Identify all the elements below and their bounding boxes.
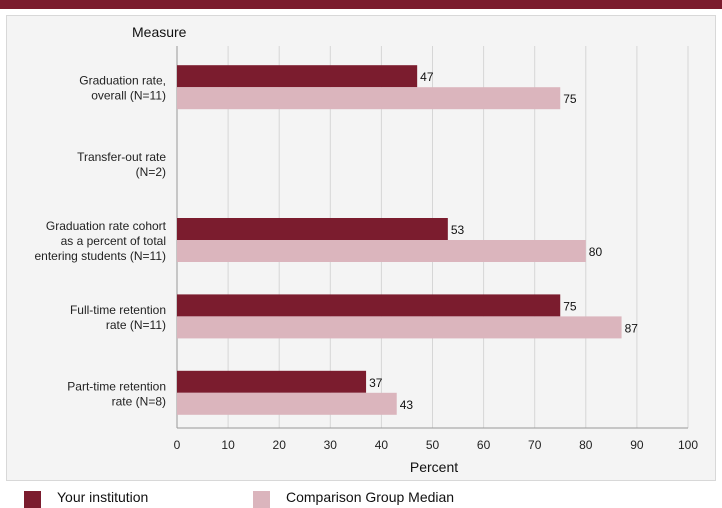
header-accent-bar [0, 0, 722, 9]
bar [177, 87, 561, 110]
category-label: Part-time retention rate (N=8) [67, 379, 166, 408]
legend-label-your-institution: Your institution [57, 489, 149, 505]
x-tick-label: 20 [273, 438, 287, 452]
x-tick-label: 10 [221, 438, 235, 452]
category-label: Graduation rate cohort as a percent of to… [34, 219, 166, 263]
bar [177, 218, 448, 240]
x-tick-label: 60 [477, 438, 491, 452]
legend-label-comparison-group: Comparison Group Median [286, 489, 455, 505]
bar [177, 370, 367, 393]
x-tick-label: 70 [528, 438, 542, 452]
x-tick-label: 90 [630, 438, 644, 452]
data-label: 75 [563, 299, 577, 313]
category-labels: Graduation rate, overall (N=11) Transfer-o… [34, 74, 166, 409]
bar [177, 316, 622, 339]
category-label: Transfer-out rate (N=2) [77, 150, 166, 179]
x-tick-label: 100 [678, 438, 698, 452]
data-label: 47 [420, 70, 434, 84]
legend-swatch-your-institution [24, 491, 41, 508]
bar [177, 294, 561, 317]
data-label: 37 [369, 376, 383, 390]
x-axis-title: Percent [410, 459, 458, 475]
category-label: Graduation rate, overall (N=11) [79, 74, 166, 103]
bar [177, 392, 397, 415]
x-tick-label: 50 [426, 438, 440, 452]
bar-chart: Measure 47 75 53 80 75 87 37 43 Graduation rate… [34, 24, 699, 475]
x-tick-label: 80 [579, 438, 593, 452]
data-label: 43 [400, 398, 414, 412]
data-label: 53 [451, 223, 465, 237]
x-tick-labels: 0 10 20 30 40 50 60 70 80 90 100 [174, 438, 699, 452]
data-label: 75 [563, 92, 577, 106]
x-tick-label: 30 [324, 438, 338, 452]
bars: 47 75 53 80 75 87 37 43 [177, 65, 638, 415]
data-label: 80 [589, 245, 603, 259]
y-axis-title: Measure [132, 24, 187, 40]
legend: Your institution Comparison Group Median [0, 486, 722, 508]
x-tick-label: 0 [174, 438, 181, 452]
category-label: Full-time retention rate (N=11) [70, 303, 166, 332]
bar [177, 240, 586, 262]
bar [177, 65, 418, 88]
legend-swatch-comparison-group [253, 491, 270, 508]
x-tick-label: 40 [375, 438, 389, 452]
data-label: 87 [625, 321, 639, 335]
